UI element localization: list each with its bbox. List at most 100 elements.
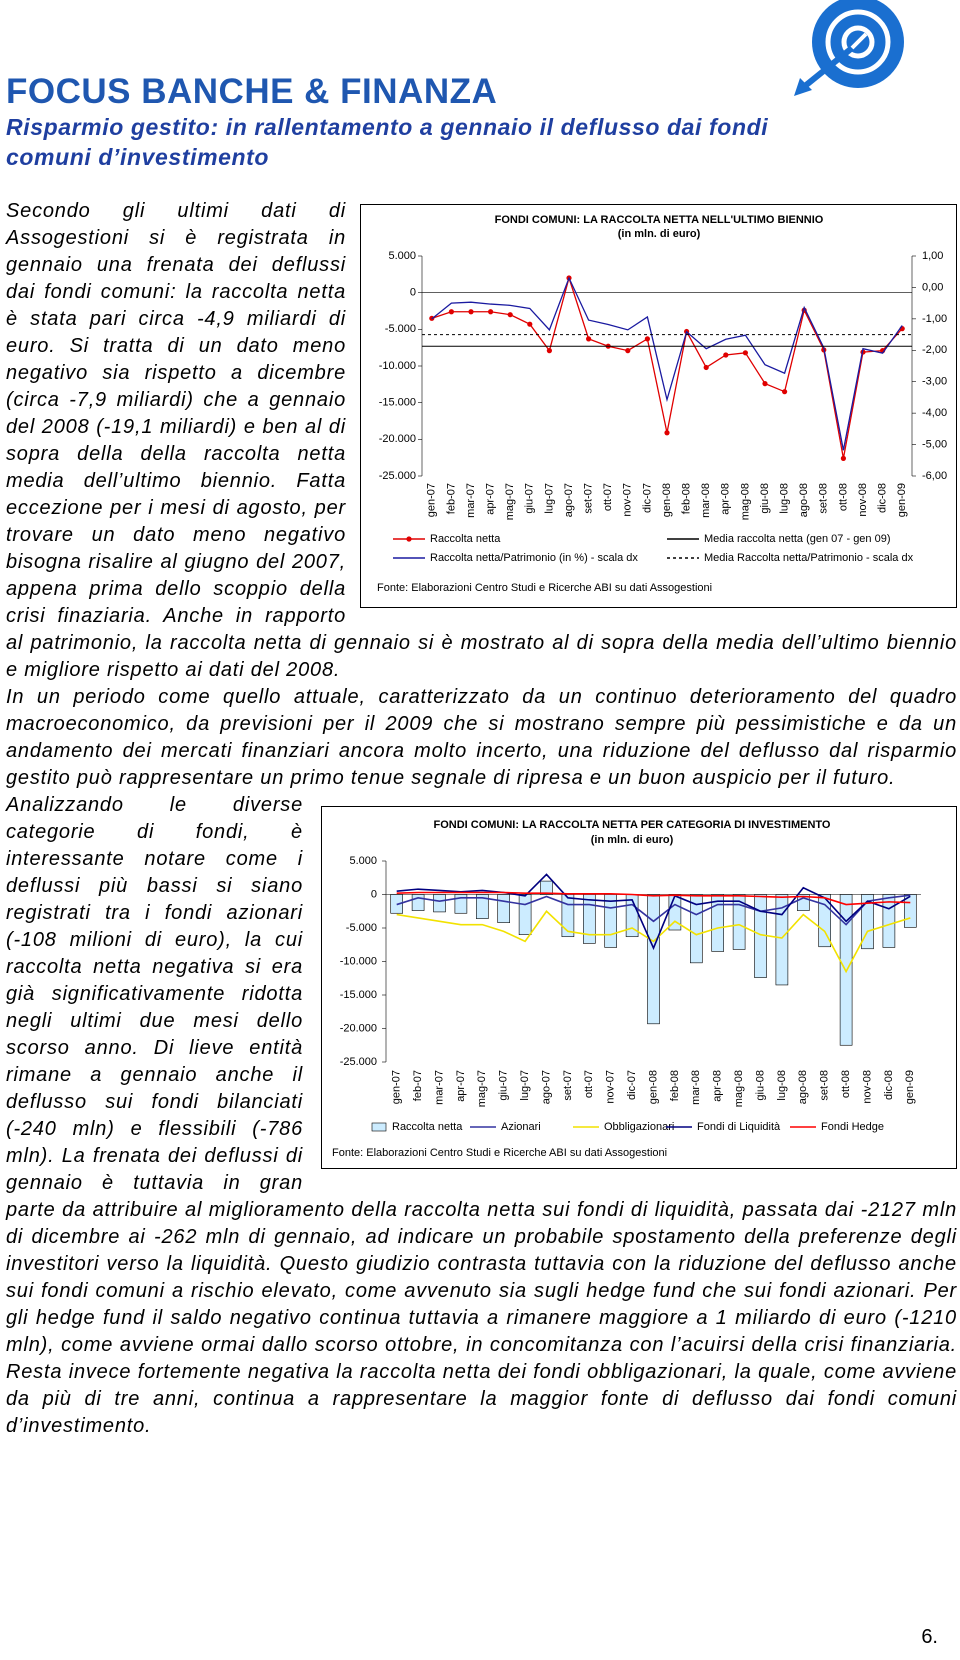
x-tick-label: giu-07 — [524, 483, 536, 514]
y-tick-label: -15.000 — [379, 397, 416, 409]
point — [840, 455, 846, 461]
x-tick-label: mar-08 — [690, 1070, 702, 1105]
y2-tick-label: -6,00 — [922, 470, 947, 482]
legend-label: Fondi Hedge — [821, 1121, 884, 1133]
x-tick-label: gen-07 — [426, 483, 438, 517]
x-tick-label: ott-08 — [840, 1070, 852, 1098]
legend-swatch — [371, 1122, 387, 1132]
bar — [476, 894, 489, 919]
bar — [540, 880, 553, 895]
x-tick-label: gen-08 — [647, 1070, 659, 1104]
y-tick-label: -10.000 — [379, 360, 416, 372]
bar — [583, 894, 596, 944]
legend-label: Media Raccolta netta/Patrimonio - scala … — [704, 552, 914, 564]
x-tick-label: lug-08 — [779, 483, 791, 514]
bar — [411, 894, 425, 911]
x-tick-label: lug-08 — [776, 1070, 788, 1101]
y-tick-label: -15.000 — [340, 989, 377, 1001]
x-tick-label: mar-08 — [700, 483, 712, 518]
x-tick-label: apr-07 — [485, 483, 497, 515]
y-tick-label: 5.000 — [388, 250, 416, 262]
x-tick-label: set-08 — [818, 483, 830, 514]
bar — [497, 894, 510, 923]
bar — [690, 894, 703, 964]
point — [644, 336, 650, 342]
series-line — [396, 891, 911, 906]
y-tick-label: -25.000 — [340, 1056, 377, 1068]
legend-swatch — [406, 536, 412, 542]
header-title: FOCUS BANCHE & FINANZA — [6, 72, 498, 111]
y2-tick-label: 1,00 — [922, 250, 943, 262]
paragraph: Secondo gli ultimi dati di Assogestioni … — [6, 200, 957, 681]
bar — [454, 894, 468, 914]
x-tick-label: giu-07 — [498, 1070, 510, 1101]
bar — [433, 894, 446, 913]
point — [664, 430, 670, 436]
chart-subtitle: (in mln. di euro) — [591, 834, 674, 846]
x-tick-label: dic-08 — [877, 483, 889, 513]
paragraph: Analizzando le diverse categorie di fond… — [6, 794, 957, 1437]
x-tick-label: ago-08 — [798, 483, 810, 517]
y2-tick-label: -2,00 — [922, 344, 947, 356]
paragraph: In un periodo come quello attuale, carat… — [6, 686, 957, 789]
x-tick-label: gen-09 — [904, 1070, 916, 1104]
x-tick-label: mag-07 — [476, 1070, 488, 1107]
x-tick-label: nov-07 — [622, 483, 634, 517]
x-tick-label: nov-08 — [857, 483, 869, 517]
x-tick-label: feb-07 — [445, 483, 457, 514]
chart-frame: FONDI COMUNI: LA RACCOLTA NETTA PER CATE… — [321, 806, 957, 1169]
chart-source: Fonte: Elaborazioni Centro Studi e Ricer… — [332, 1147, 667, 1159]
legend-label: Obbligazionari — [604, 1121, 674, 1133]
x-tick-label: dic-07 — [641, 483, 653, 513]
point — [448, 309, 454, 315]
legend-label: Fondi di Liquidità — [697, 1121, 781, 1133]
point — [527, 321, 533, 327]
bar — [818, 894, 831, 948]
point — [742, 350, 748, 356]
x-tick-label: ago-07 — [540, 1070, 552, 1104]
chart: FONDI COMUNI: LA RACCOLTA NETTA PER CATE… — [321, 806, 957, 1169]
y2-tick-label: -3,00 — [922, 376, 947, 388]
x-tick-label: mag-08 — [739, 483, 751, 520]
bar — [797, 894, 810, 911]
series-line — [431, 276, 903, 451]
x-tick-label: mag-08 — [733, 1070, 745, 1107]
x-tick-label: ott-07 — [602, 483, 614, 511]
chart: FONDI COMUNI: LA RACCOLTA NETTA NELL'ULT… — [360, 204, 957, 608]
logo — [794, 0, 904, 96]
x-tick-label: nov-08 — [861, 1070, 873, 1104]
x-tick-label: lug-07 — [519, 1070, 531, 1101]
legend-label: Raccolta netta — [430, 533, 501, 545]
bar — [775, 894, 789, 986]
bar — [647, 894, 660, 1025]
header-subtitle: Risparmio gestito: in rallentamento a ge… — [6, 114, 769, 170]
chart-title: FONDI COMUNI: LA RACCOLTA NETTA NELL'ULT… — [495, 214, 824, 226]
y-tick-label: 0 — [410, 287, 416, 299]
y-tick-label: -5.000 — [346, 922, 377, 934]
legend-label: Azionari — [501, 1121, 541, 1133]
point — [625, 348, 631, 354]
x-tick-label: feb-08 — [681, 483, 693, 514]
chart-subtitle: (in mln. di euro) — [618, 228, 701, 240]
x-tick-label: gen-07 — [391, 1070, 403, 1104]
x-tick-label: mar-07 — [433, 1070, 445, 1105]
page-number: 6. — [921, 1626, 938, 1648]
series-line — [396, 910, 911, 974]
x-tick-label: mar-07 — [465, 483, 477, 518]
y-tick-label: -5.000 — [385, 323, 416, 335]
bar — [861, 894, 874, 950]
point — [507, 312, 513, 318]
chart-title: FONDI COMUNI: LA RACCOLTA NETTA PER CATE… — [433, 819, 830, 831]
bar — [518, 894, 532, 936]
x-tick-label: giu-08 — [754, 1070, 766, 1101]
x-tick-label: dic-08 — [883, 1070, 895, 1100]
point — [782, 389, 788, 395]
x-tick-label: mag-07 — [504, 483, 516, 520]
x-tick-label: set-08 — [819, 1070, 831, 1101]
y2-tick-label: -5,00 — [922, 438, 947, 450]
y-tick-label: -20.000 — [379, 433, 416, 445]
legend-label: Raccolta netta/Patrimonio (in %) - scala… — [430, 552, 638, 564]
y-tick-label: 5.000 — [349, 855, 377, 867]
x-tick-label: set-07 — [562, 1070, 574, 1101]
x-tick-label: dic-07 — [626, 1070, 638, 1100]
